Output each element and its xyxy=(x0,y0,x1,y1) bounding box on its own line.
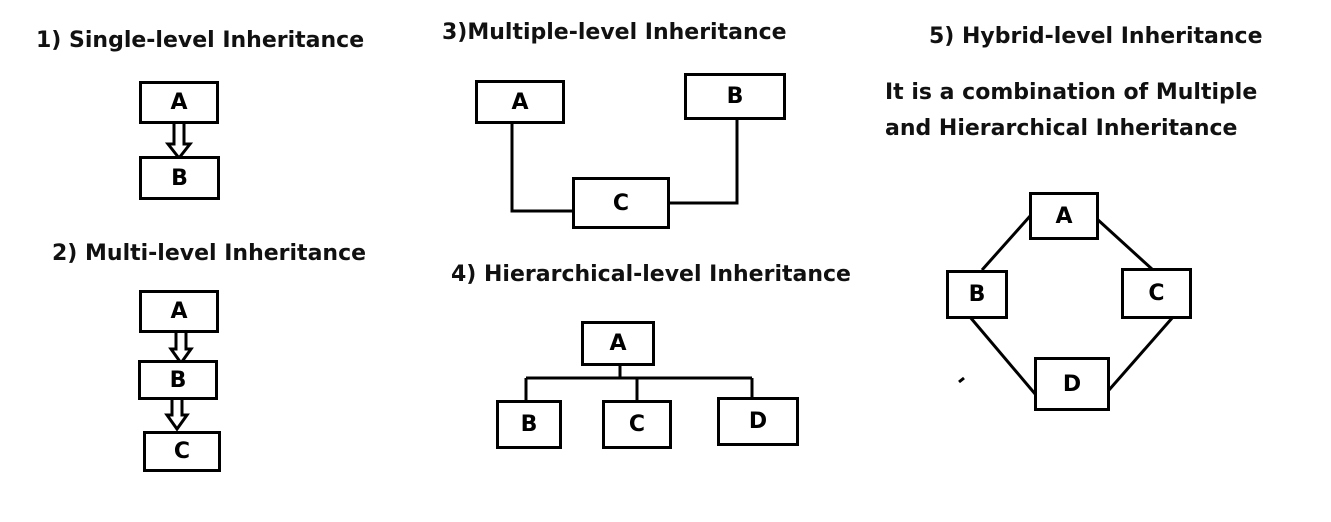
multi-node-a: A xyxy=(139,290,219,333)
multi-node-b: B xyxy=(138,360,218,400)
multi-node-c: C xyxy=(143,431,221,472)
hierarchical-node-c: C xyxy=(602,400,672,449)
hierarchical-node-b: B xyxy=(496,400,562,449)
multi-level-title: 2) Multi-level Inheritance xyxy=(52,241,367,266)
hybrid-node-d: D xyxy=(1034,357,1110,411)
hybrid-node-b: B xyxy=(946,270,1008,319)
multiple-node-b: B xyxy=(684,73,786,120)
hybrid-node-a: A xyxy=(1029,192,1099,240)
multiple-node-c: C xyxy=(572,177,670,229)
hierarchical-level-title: 4) Hierarchical-level Inheritance xyxy=(451,262,851,287)
multiple-connector-a-c xyxy=(510,122,574,213)
single-level-title: 1) Single-level Inheritance xyxy=(36,28,365,53)
hierarchical-connectors xyxy=(524,365,754,402)
multiple-level-title: 3)Multiple-level Inheritance xyxy=(442,20,787,45)
multi-arrow-b-c xyxy=(164,398,190,432)
stray-pen-mark xyxy=(958,376,965,384)
hybrid-node-c: C xyxy=(1121,268,1192,319)
single-node-a: A xyxy=(139,81,219,124)
hierarchical-node-d: D xyxy=(717,397,799,446)
multiple-node-a: A xyxy=(475,80,565,124)
hybrid-level-title: 5) Hybrid-level Inheritance xyxy=(929,24,1263,49)
hybrid-description-line-2: and Hierarchical Inheritance xyxy=(885,116,1238,141)
single-arrow xyxy=(164,123,194,161)
multi-arrow-a-b xyxy=(168,332,194,366)
multiple-connector-b-c xyxy=(668,118,739,205)
single-node-b: B xyxy=(139,156,220,200)
hybrid-description-line-1: It is a combination of Multiple xyxy=(885,80,1258,105)
hierarchical-node-a: A xyxy=(581,321,655,366)
hybrid-connectors xyxy=(968,214,1175,396)
